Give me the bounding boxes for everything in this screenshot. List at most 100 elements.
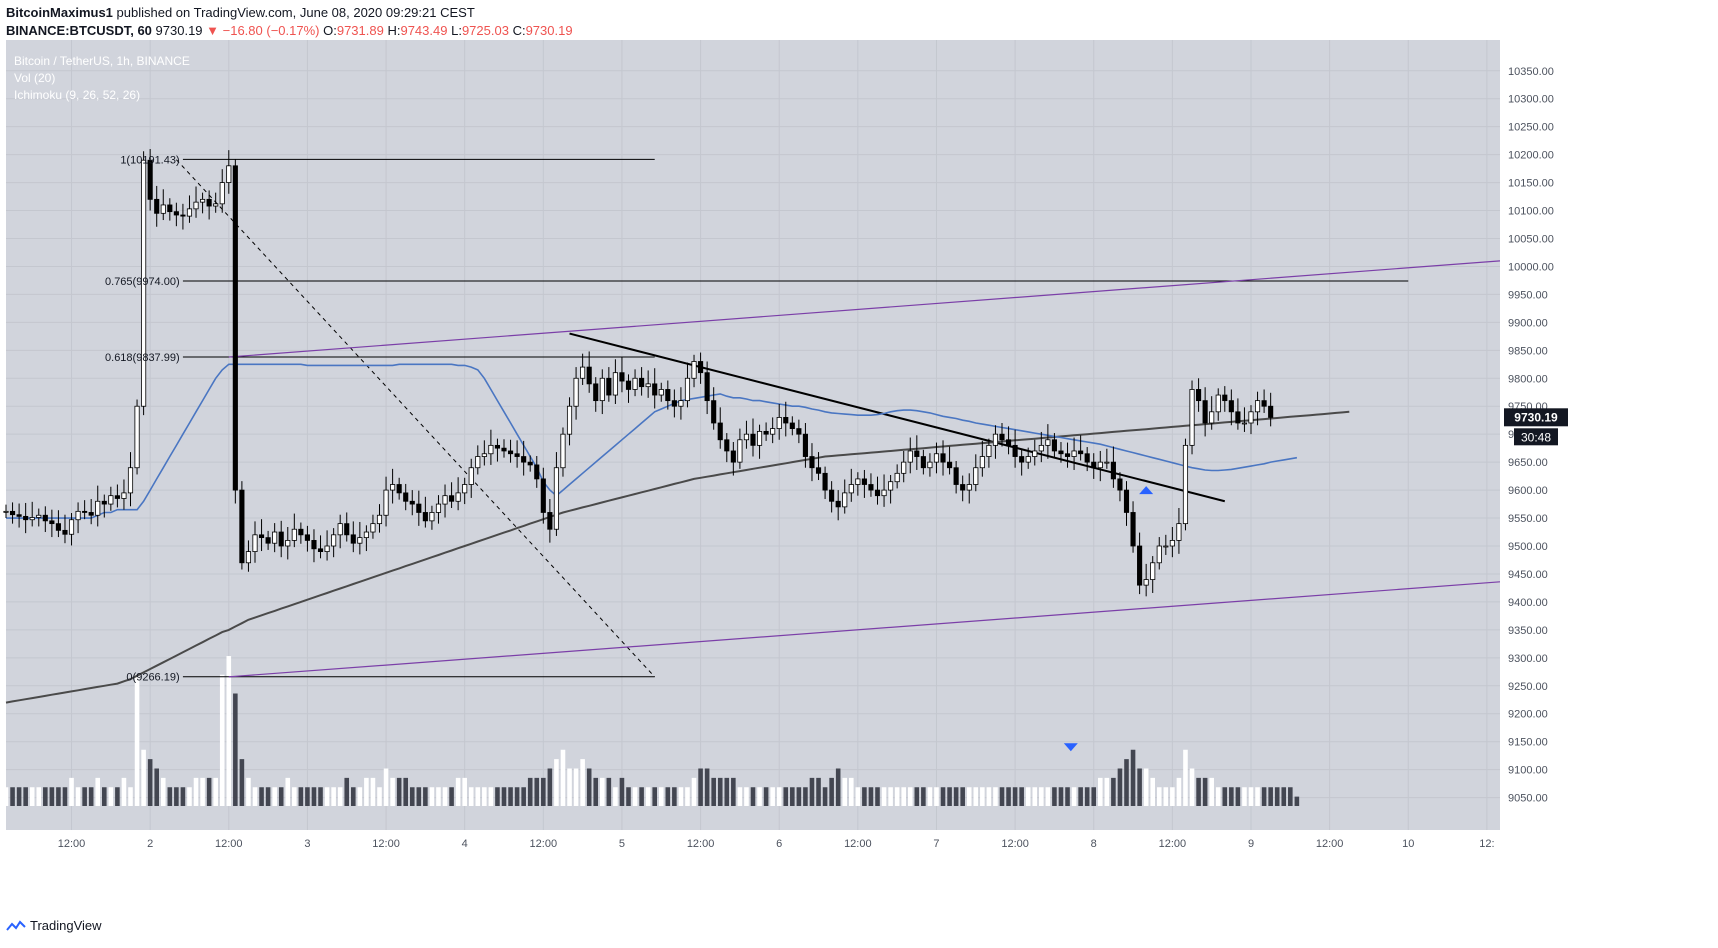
volume-bar (36, 787, 42, 806)
candle-body (422, 512, 428, 522)
candle-body (331, 534, 337, 547)
price-tick-label: 10050.00 (1508, 233, 1554, 245)
candle-body (1228, 400, 1234, 413)
candle-body (1156, 545, 1162, 564)
high-label: H: (387, 23, 401, 38)
candle-body (337, 523, 343, 536)
volume-bar (1091, 787, 1097, 806)
candle-body (691, 361, 697, 379)
volume-bar (455, 777, 461, 806)
volume-bar (678, 787, 684, 806)
price-tick-label: 9550.00 (1508, 513, 1548, 525)
volume-bar (1235, 787, 1241, 806)
volume-bar (790, 787, 795, 806)
volume-bars (3, 656, 1300, 806)
publish-text: published on TradingView.com, June 08, 2… (112, 5, 475, 20)
volume-bar (370, 777, 376, 806)
candle-body (291, 528, 297, 541)
volume-bar (88, 787, 94, 806)
candle-body (540, 478, 546, 513)
legend-ichimoku[interactable]: Ichimoku (9, 26, 52, 26) (14, 88, 140, 102)
legend-volume[interactable]: Vol (20) (14, 71, 55, 85)
volume-bar (252, 787, 258, 806)
volume-bar (921, 787, 926, 806)
candle-body (311, 540, 317, 550)
candle-body (475, 456, 481, 469)
candle-body (789, 422, 795, 429)
volume-bar (128, 787, 133, 806)
candle-body (127, 467, 134, 494)
candle-body (665, 389, 671, 402)
author-name[interactable]: BitcoinMaximus1 (6, 5, 113, 20)
volume-bar (56, 787, 61, 806)
price-tick-label: 9600.00 (1508, 485, 1548, 497)
candle-body (1169, 540, 1175, 547)
candle-body (1222, 394, 1228, 402)
fib-level-label: 0.618(9837.99) (105, 352, 180, 364)
candle-body (114, 495, 120, 499)
candle-body (874, 489, 881, 497)
volume-bar (1019, 787, 1024, 806)
volume-bar (468, 787, 474, 806)
time-tick-label: 5 (619, 838, 625, 850)
candle-body (1241, 422, 1248, 425)
candle-body (213, 203, 219, 207)
candle-body (763, 430, 769, 435)
price-tick-label: 9900.00 (1508, 317, 1548, 329)
volume-bar (1137, 768, 1142, 806)
legend-title[interactable]: Bitcoin / TetherUS, 1h, BINANCE (14, 54, 190, 68)
candle-body (704, 372, 710, 402)
candle-body (566, 405, 573, 435)
candle-body (1032, 450, 1038, 457)
fib-level-label: 0.765(9974.00) (105, 276, 180, 288)
volume-bar (495, 787, 500, 806)
candle-body (239, 489, 245, 564)
time-axis[interactable]: 12:00 2 12:00 3 12:00 4 12:00 5 12:00 6 12:00 7 12:0… (58, 838, 1495, 850)
time-tick-label: 12:00 (1316, 838, 1344, 850)
time-tick-label: 2 (147, 838, 153, 850)
fib-labels: 1(10191.43) 0.765(9974.00) 0.618(9837.99) 0… (105, 154, 180, 683)
price-axis[interactable]: 10350.00 10300.00 10250.00 10200.00 10150.00… (1500, 40, 1570, 830)
volume-bar (534, 777, 540, 806)
candle-body (940, 453, 946, 463)
candle-body (1117, 478, 1123, 491)
candle-body (193, 201, 199, 210)
volume-bar (23, 787, 28, 806)
candle-body (770, 428, 776, 435)
candle-body (835, 500, 841, 508)
volume-bar (973, 787, 979, 806)
channel-upper-line (228, 260, 1501, 358)
candle-body (933, 453, 940, 463)
volume-bar (822, 787, 828, 806)
low-value: 9725.03 (461, 23, 509, 38)
time-tick-label: 12:00 (215, 838, 243, 850)
volume-bar (154, 768, 160, 806)
candle-body (1084, 453, 1090, 463)
open-value: 9731.89 (336, 23, 384, 38)
candle-body (324, 545, 330, 552)
countdown-badge (1514, 428, 1558, 446)
volume-bar (1202, 777, 1208, 806)
grid-lines (6, 40, 1500, 830)
close-label: C: (512, 23, 526, 38)
volume-bar (560, 749, 566, 806)
volume-bar (265, 787, 271, 806)
volume-bar (527, 777, 533, 806)
volume-bar (835, 768, 841, 806)
volume-bar (318, 787, 323, 806)
tradingview-brand[interactable]: TradingView (6, 918, 102, 933)
candle-body (363, 531, 369, 539)
volume-bar (842, 777, 848, 806)
volume-bar (16, 787, 22, 806)
price-tick-label: 9100.00 (1508, 765, 1548, 777)
candle-body (75, 510, 81, 521)
volume-bar (711, 777, 716, 806)
volume-bar (95, 777, 101, 806)
candle-body (416, 503, 422, 513)
candle-body (783, 417, 789, 424)
candle-body (586, 366, 592, 385)
candle-body (403, 492, 409, 502)
candle-body (370, 523, 376, 533)
candle-body (154, 198, 160, 214)
